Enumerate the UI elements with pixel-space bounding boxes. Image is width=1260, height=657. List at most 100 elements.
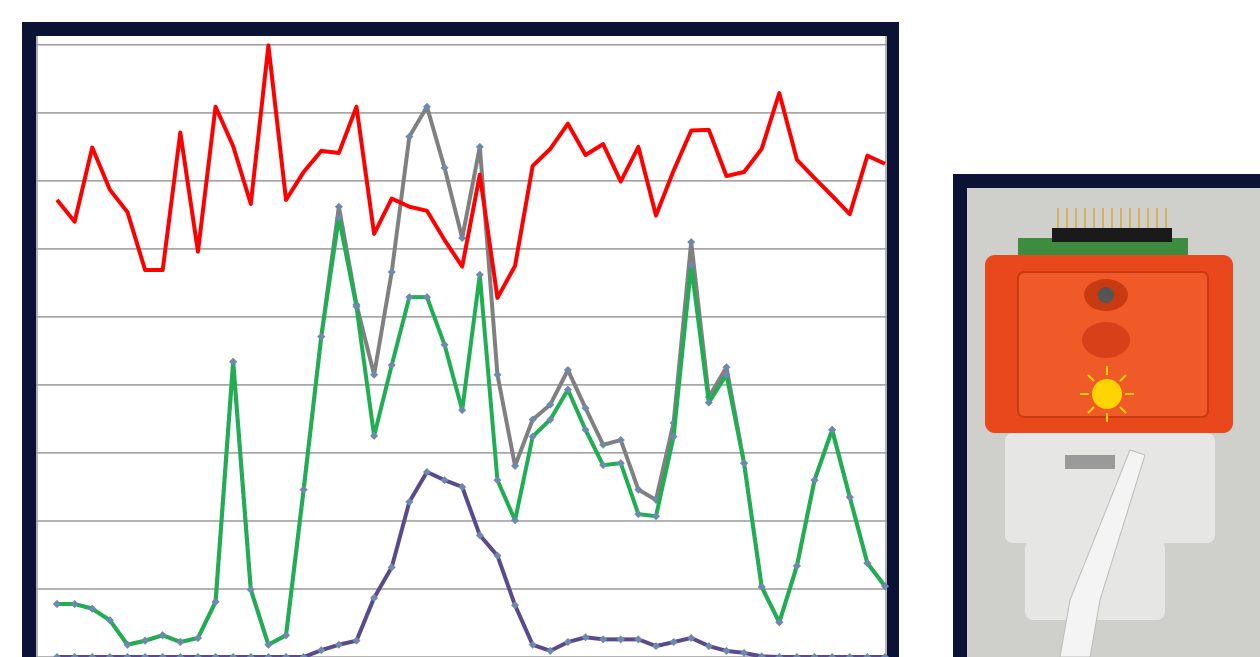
- point-marker: [687, 261, 696, 270]
- point-marker: [193, 653, 202, 657]
- point-marker: [334, 202, 343, 211]
- point-marker: [88, 604, 97, 613]
- point-marker: [863, 559, 872, 568]
- point-marker: [616, 635, 625, 644]
- point-marker: [475, 142, 484, 151]
- point-marker: [53, 653, 61, 657]
- point-marker: [229, 653, 238, 657]
- point-marker: [405, 497, 414, 506]
- point-marker: [405, 132, 414, 141]
- point-marker: [792, 653, 801, 657]
- point-marker: [581, 404, 590, 413]
- point-marker: [352, 636, 361, 645]
- point-marker: [422, 293, 431, 302]
- point-marker: [722, 363, 731, 372]
- point-marker: [581, 425, 590, 434]
- point-marker: [863, 653, 872, 657]
- point-marker: [370, 370, 379, 379]
- point-marker: [528, 640, 537, 649]
- point-marker: [651, 512, 660, 521]
- series-line: [55, 43, 886, 300]
- point-marker: [264, 640, 273, 649]
- point-marker: [511, 461, 520, 470]
- point-marker: [687, 633, 696, 642]
- point-marker: [422, 467, 431, 476]
- point-marker: [193, 633, 202, 642]
- point-marker: [70, 599, 79, 608]
- point-marker: [422, 102, 431, 111]
- point-marker: [176, 653, 185, 657]
- point-marker: [405, 293, 414, 302]
- point-marker: [123, 640, 132, 649]
- point-marker: [317, 646, 326, 655]
- point-marker: [246, 585, 255, 594]
- point-marker: [563, 638, 572, 647]
- point-marker: [211, 653, 220, 657]
- point-marker: [370, 431, 379, 440]
- point-marker: [370, 593, 379, 602]
- point-marker: [634, 510, 643, 519]
- point-marker: [105, 616, 114, 625]
- point-marker: [352, 302, 361, 311]
- point-marker: [616, 436, 625, 445]
- point-marker: [546, 400, 555, 409]
- point-marker: [881, 653, 889, 657]
- point-marker: [704, 398, 713, 407]
- point-marker: [563, 385, 572, 394]
- point-marker: [599, 461, 608, 470]
- point-marker: [176, 638, 185, 647]
- point-marker: [563, 365, 572, 374]
- point-marker: [810, 476, 819, 485]
- point-marker: [845, 493, 854, 502]
- point-marker: [158, 631, 167, 640]
- device-photo: [953, 174, 1260, 657]
- point-marker: [475, 531, 484, 540]
- point-marker: [53, 599, 61, 608]
- point-marker: [88, 653, 97, 657]
- point-marker: [440, 340, 449, 349]
- point-marker: [317, 332, 326, 341]
- point-marker: [299, 485, 308, 494]
- point-marker: [387, 563, 396, 572]
- point-marker: [792, 561, 801, 570]
- point-marker: [387, 361, 396, 370]
- point-marker: [105, 653, 114, 657]
- point-marker: [740, 648, 749, 657]
- point-marker: [211, 597, 220, 606]
- point-marker: [334, 213, 343, 222]
- point-marker: [669, 432, 678, 441]
- point-marker: [123, 653, 132, 657]
- point-marker: [634, 485, 643, 494]
- point-marker: [634, 635, 643, 644]
- point-marker: [581, 633, 590, 642]
- point-marker: [511, 516, 520, 525]
- point-marker: [599, 440, 608, 449]
- point-marker: [669, 638, 678, 647]
- point-marker: [440, 163, 449, 172]
- point-marker: [229, 357, 238, 366]
- point-marker: [810, 653, 819, 657]
- point-marker: [722, 646, 731, 655]
- plot: [36, 36, 889, 657]
- point-marker: [458, 233, 467, 242]
- point-marker: [828, 653, 837, 657]
- point-marker: [704, 642, 713, 651]
- point-marker: [845, 653, 854, 657]
- point-marker: [528, 415, 537, 424]
- point-marker: [158, 653, 167, 657]
- point-marker: [546, 415, 555, 424]
- point-marker: [881, 582, 889, 591]
- point-marker: [493, 551, 502, 560]
- point-marker: [757, 582, 766, 591]
- point-marker: [775, 618, 784, 627]
- point-marker: [651, 642, 660, 651]
- point-marker: [740, 459, 749, 468]
- point-marker: [775, 653, 784, 657]
- point-marker: [141, 636, 150, 645]
- point-marker: [828, 425, 837, 434]
- point-marker: [599, 635, 608, 644]
- point-marker: [528, 432, 537, 441]
- point-marker: [458, 406, 467, 415]
- point-marker: [511, 601, 520, 610]
